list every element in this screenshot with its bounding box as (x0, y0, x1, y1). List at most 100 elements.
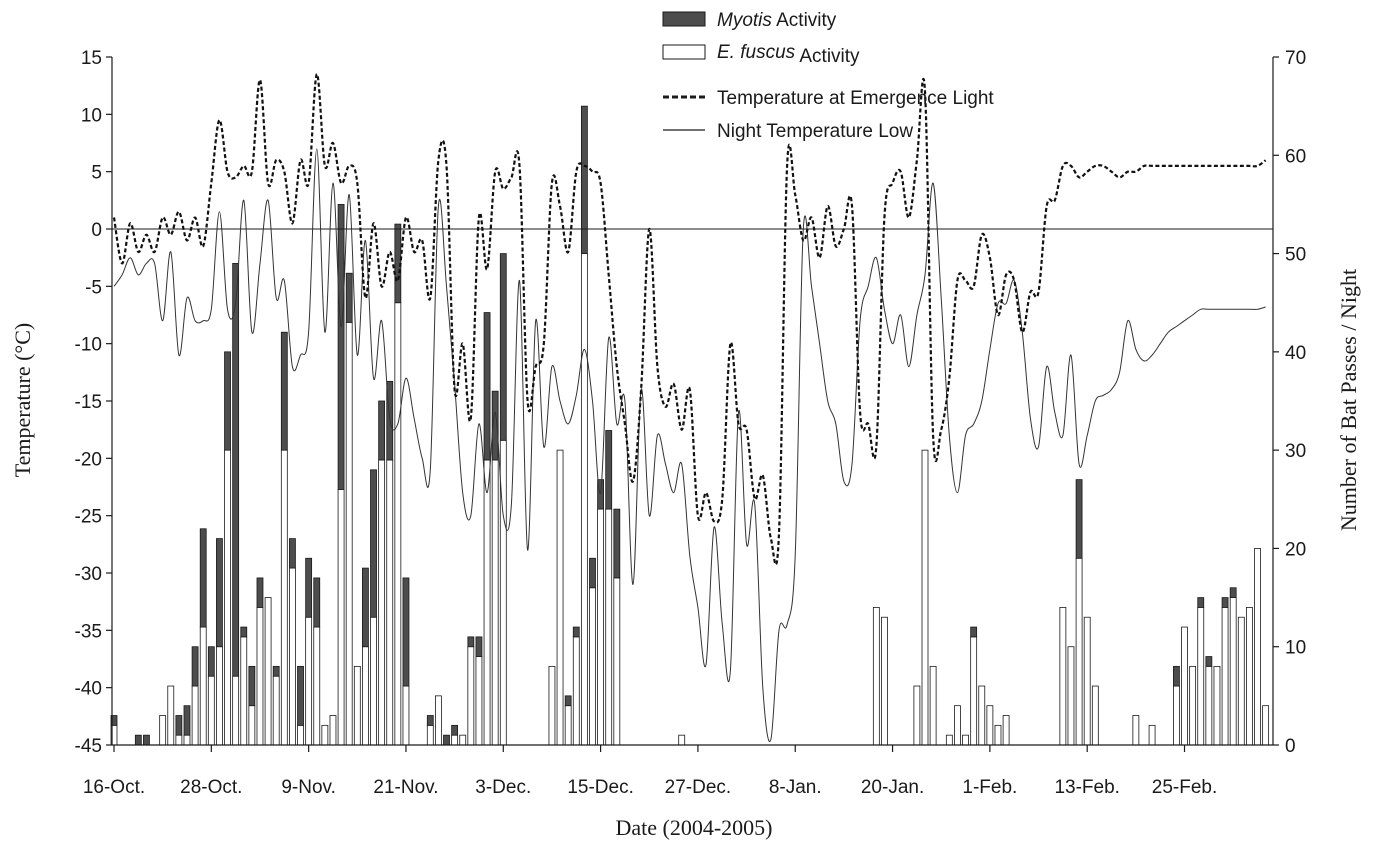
bar-fuscus (370, 616, 377, 746)
bar-fuscus (1083, 616, 1091, 746)
right-tick-label: 70 (1285, 48, 1306, 69)
bar-fuscus (1059, 607, 1067, 746)
bar-myotis (248, 665, 256, 707)
legend-myotis-plain: Activity (772, 10, 837, 31)
bar-fuscus (1067, 646, 1075, 746)
bar-myotis (297, 665, 304, 726)
bar-fuscus (264, 597, 272, 746)
bar-myotis (597, 479, 604, 510)
bar-fuscus (426, 724, 434, 746)
bar-myotis (199, 528, 207, 628)
bar-myotis (402, 577, 410, 687)
legend-myotis-italic: Myotis (717, 10, 772, 31)
bar-fuscus (337, 489, 345, 746)
bar-fuscus (240, 636, 248, 746)
x-tick-label: 13-Feb. (1054, 777, 1119, 798)
bar-fuscus (1229, 597, 1237, 746)
bar-fuscus (978, 685, 986, 746)
bar-fuscus (434, 695, 442, 746)
bar-fuscus (491, 459, 499, 746)
bar-fuscus (1262, 705, 1270, 746)
right-tick-label: 50 (1285, 245, 1306, 266)
bar-myotis (564, 695, 572, 707)
bar-fuscus (954, 705, 961, 746)
bar-fuscus (216, 646, 223, 746)
bar-fuscus (191, 685, 199, 746)
bar-fuscus (248, 705, 256, 746)
bar-myotis (443, 734, 450, 746)
bar-myotis (491, 390, 499, 461)
legend: Myotis Activity E. fuscus Activity Tempe… (662, 10, 994, 142)
bar-fuscus (321, 724, 329, 746)
bar-fuscus (913, 685, 921, 746)
bar-fuscus (394, 302, 402, 746)
bar-fuscus (1246, 607, 1253, 746)
bar-myotis (224, 351, 231, 451)
night-low-line (113, 148, 1266, 742)
legend-label-myotis: Myotis Activity (717, 10, 837, 31)
x-tick-label: 15-Dec. (567, 777, 634, 798)
legend-label-emergence: Temperature at Emergence Light (717, 88, 994, 109)
bar-fuscus (183, 734, 191, 746)
bar-fuscus (1002, 715, 1010, 746)
bar-myotis (362, 567, 369, 648)
x-tick-label: 9-Nov. (281, 777, 336, 798)
bar-fuscus (232, 675, 240, 746)
left-tick-label: 5 (91, 163, 102, 184)
bar-fuscus (272, 675, 280, 746)
bar-fuscus (1221, 607, 1229, 746)
bar-fuscus (580, 253, 588, 746)
bar-fuscus (199, 626, 207, 746)
x-tick-label: 8-Jan. (769, 777, 822, 798)
bar-fuscus (605, 508, 613, 746)
bar-myotis (305, 557, 313, 618)
x-tick-label: 20-Jan. (861, 777, 924, 798)
bar-fuscus (1205, 665, 1213, 746)
bar-fuscus (1173, 685, 1180, 746)
left-tick-label: -10 (75, 335, 102, 356)
bar-myotis (970, 626, 978, 638)
bar-fuscus (881, 616, 888, 746)
bar-myotis (337, 204, 345, 490)
bar-fuscus (451, 734, 459, 746)
bar-myotis (1205, 656, 1213, 667)
legend-fuscus-italic: E. fuscus (717, 42, 796, 63)
bar-myotis (345, 272, 353, 323)
left-tick-label: -45 (75, 736, 102, 757)
right-tick-label: 20 (1285, 539, 1306, 560)
bar-fuscus (353, 665, 361, 746)
x-tick-label: 1-Feb. (962, 777, 1017, 798)
bar-fuscus (678, 734, 686, 746)
bar-myotis (232, 262, 240, 677)
bar-fuscus (386, 459, 394, 746)
bar-fuscus (994, 724, 1002, 746)
bars-layer (110, 105, 1270, 746)
bar-fuscus (1213, 665, 1221, 746)
right-axis-title: Number of Bat Passes / Night (1336, 269, 1361, 531)
bar-myotis (110, 715, 118, 726)
x-tick-label: 28-Oct. (180, 777, 242, 798)
x-tick-label: 25-Feb. (1152, 777, 1217, 798)
bar-myotis (240, 626, 248, 638)
bar-fuscus (362, 646, 369, 746)
bar-fuscus (597, 508, 604, 746)
left-tick-label: 0 (91, 220, 102, 241)
bar-myotis (1173, 665, 1180, 687)
bar-myotis (134, 734, 142, 746)
bar-myotis (143, 734, 150, 746)
bar-myotis (467, 636, 475, 648)
bar-myotis (280, 331, 288, 451)
bar-fuscus (167, 685, 175, 746)
bar-myotis (580, 105, 588, 254)
bar-fuscus (1148, 724, 1156, 746)
left-axis-title: Temperature (°C) (10, 323, 35, 477)
bar-fuscus (224, 449, 231, 746)
x-tick-label: 16-Oct. (83, 777, 145, 798)
bar-fuscus (962, 734, 969, 746)
bar-fuscus (1132, 715, 1140, 746)
left-tick-label: -30 (75, 564, 102, 585)
bar-fuscus (1181, 626, 1188, 746)
bar-fuscus (175, 734, 183, 746)
emergence-line (112, 73, 1267, 566)
left-tick-label: -35 (75, 621, 102, 642)
